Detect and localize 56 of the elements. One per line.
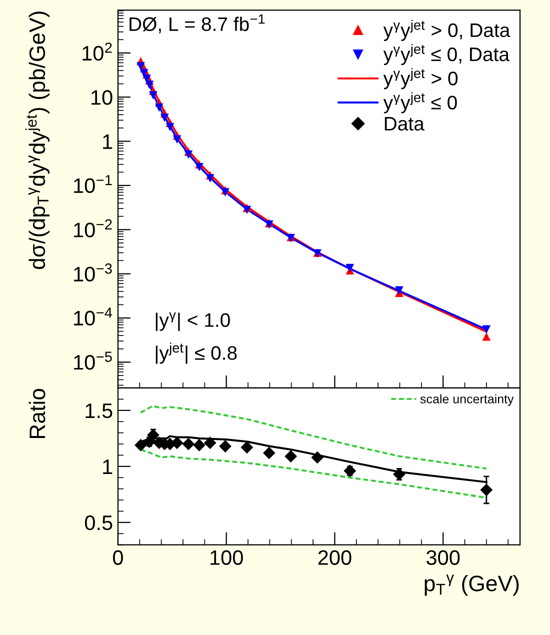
point xyxy=(193,438,206,452)
point xyxy=(480,484,493,496)
point xyxy=(136,62,145,70)
annotation: |y$^{jet}$| ≤ 0.8 xyxy=(156,342,237,364)
y-tick-label: 10$^{−5}$ xyxy=(74,352,112,370)
y-tick-label: 10$^{−3}$ xyxy=(74,263,112,282)
annotation: DØ, L = 8.7 fb$^{−1}$ xyxy=(130,14,265,34)
x-axis-title: p$_{T}$$^{γ}$ (GeV) xyxy=(424,574,519,596)
point xyxy=(346,264,354,272)
point xyxy=(219,440,232,452)
legend-label: y$^{γ}$y$^{jet}$ ≤ 0 xyxy=(383,92,457,114)
point xyxy=(262,446,276,460)
y-tick-label: 10$^{2}$ xyxy=(82,42,112,61)
point xyxy=(204,436,216,450)
point xyxy=(184,150,193,159)
legend-label: y$^{γ}$y$^{jet}$ ≤ 0, Data xyxy=(383,44,510,66)
point xyxy=(172,135,182,144)
y-tick-label: 10$^{−4}$ xyxy=(74,308,112,326)
point xyxy=(344,464,356,478)
x-tick-label: 0 xyxy=(112,550,123,565)
annotation: |y$^{γ}$| < 1.0 xyxy=(156,312,230,331)
point xyxy=(195,162,204,172)
point xyxy=(182,438,195,450)
y-tick-label: 10$^{−1}$ xyxy=(74,175,112,194)
point xyxy=(240,441,254,454)
point xyxy=(160,114,169,122)
y-tick-label: 1 xyxy=(103,460,112,474)
point xyxy=(395,286,404,295)
y-tick-label: 10 xyxy=(92,90,112,105)
point xyxy=(145,80,154,89)
y-axis-title: Ratio xyxy=(28,388,46,438)
legend-label: scale uncertainty xyxy=(420,394,514,406)
line-series xyxy=(140,404,488,470)
point xyxy=(392,468,406,480)
x-tick-label: 200 xyxy=(318,550,352,565)
point xyxy=(154,103,164,112)
x-tick-label: 100 xyxy=(210,550,243,565)
point xyxy=(166,122,174,132)
point xyxy=(134,438,147,452)
y-axis-title: dσ/(dp$_{T}$$^{γ}$dy$^{γ}$dy$^{jet}$) (pb/GeV) xyxy=(25,12,50,270)
point xyxy=(206,174,214,182)
y-tick-label: 10$^{−2}$ xyxy=(74,219,112,238)
y-tick-label: 0.5 xyxy=(84,515,112,530)
point xyxy=(482,332,491,341)
point xyxy=(149,91,158,100)
point xyxy=(146,428,160,442)
legend-label: Data xyxy=(384,117,424,131)
point xyxy=(284,450,298,463)
y-tick-label: 1 xyxy=(103,134,112,149)
point xyxy=(142,74,151,83)
point xyxy=(311,451,324,464)
legend-label: y$^{γ}$y$^{jet}$ > 0, Data xyxy=(383,20,510,41)
point xyxy=(482,325,491,334)
x-tick-label: 300 xyxy=(426,550,460,565)
legend-label: y$^{γ}$y$^{jet}$ > 0 xyxy=(383,68,458,90)
y-tick-label: 1.5 xyxy=(86,404,112,418)
